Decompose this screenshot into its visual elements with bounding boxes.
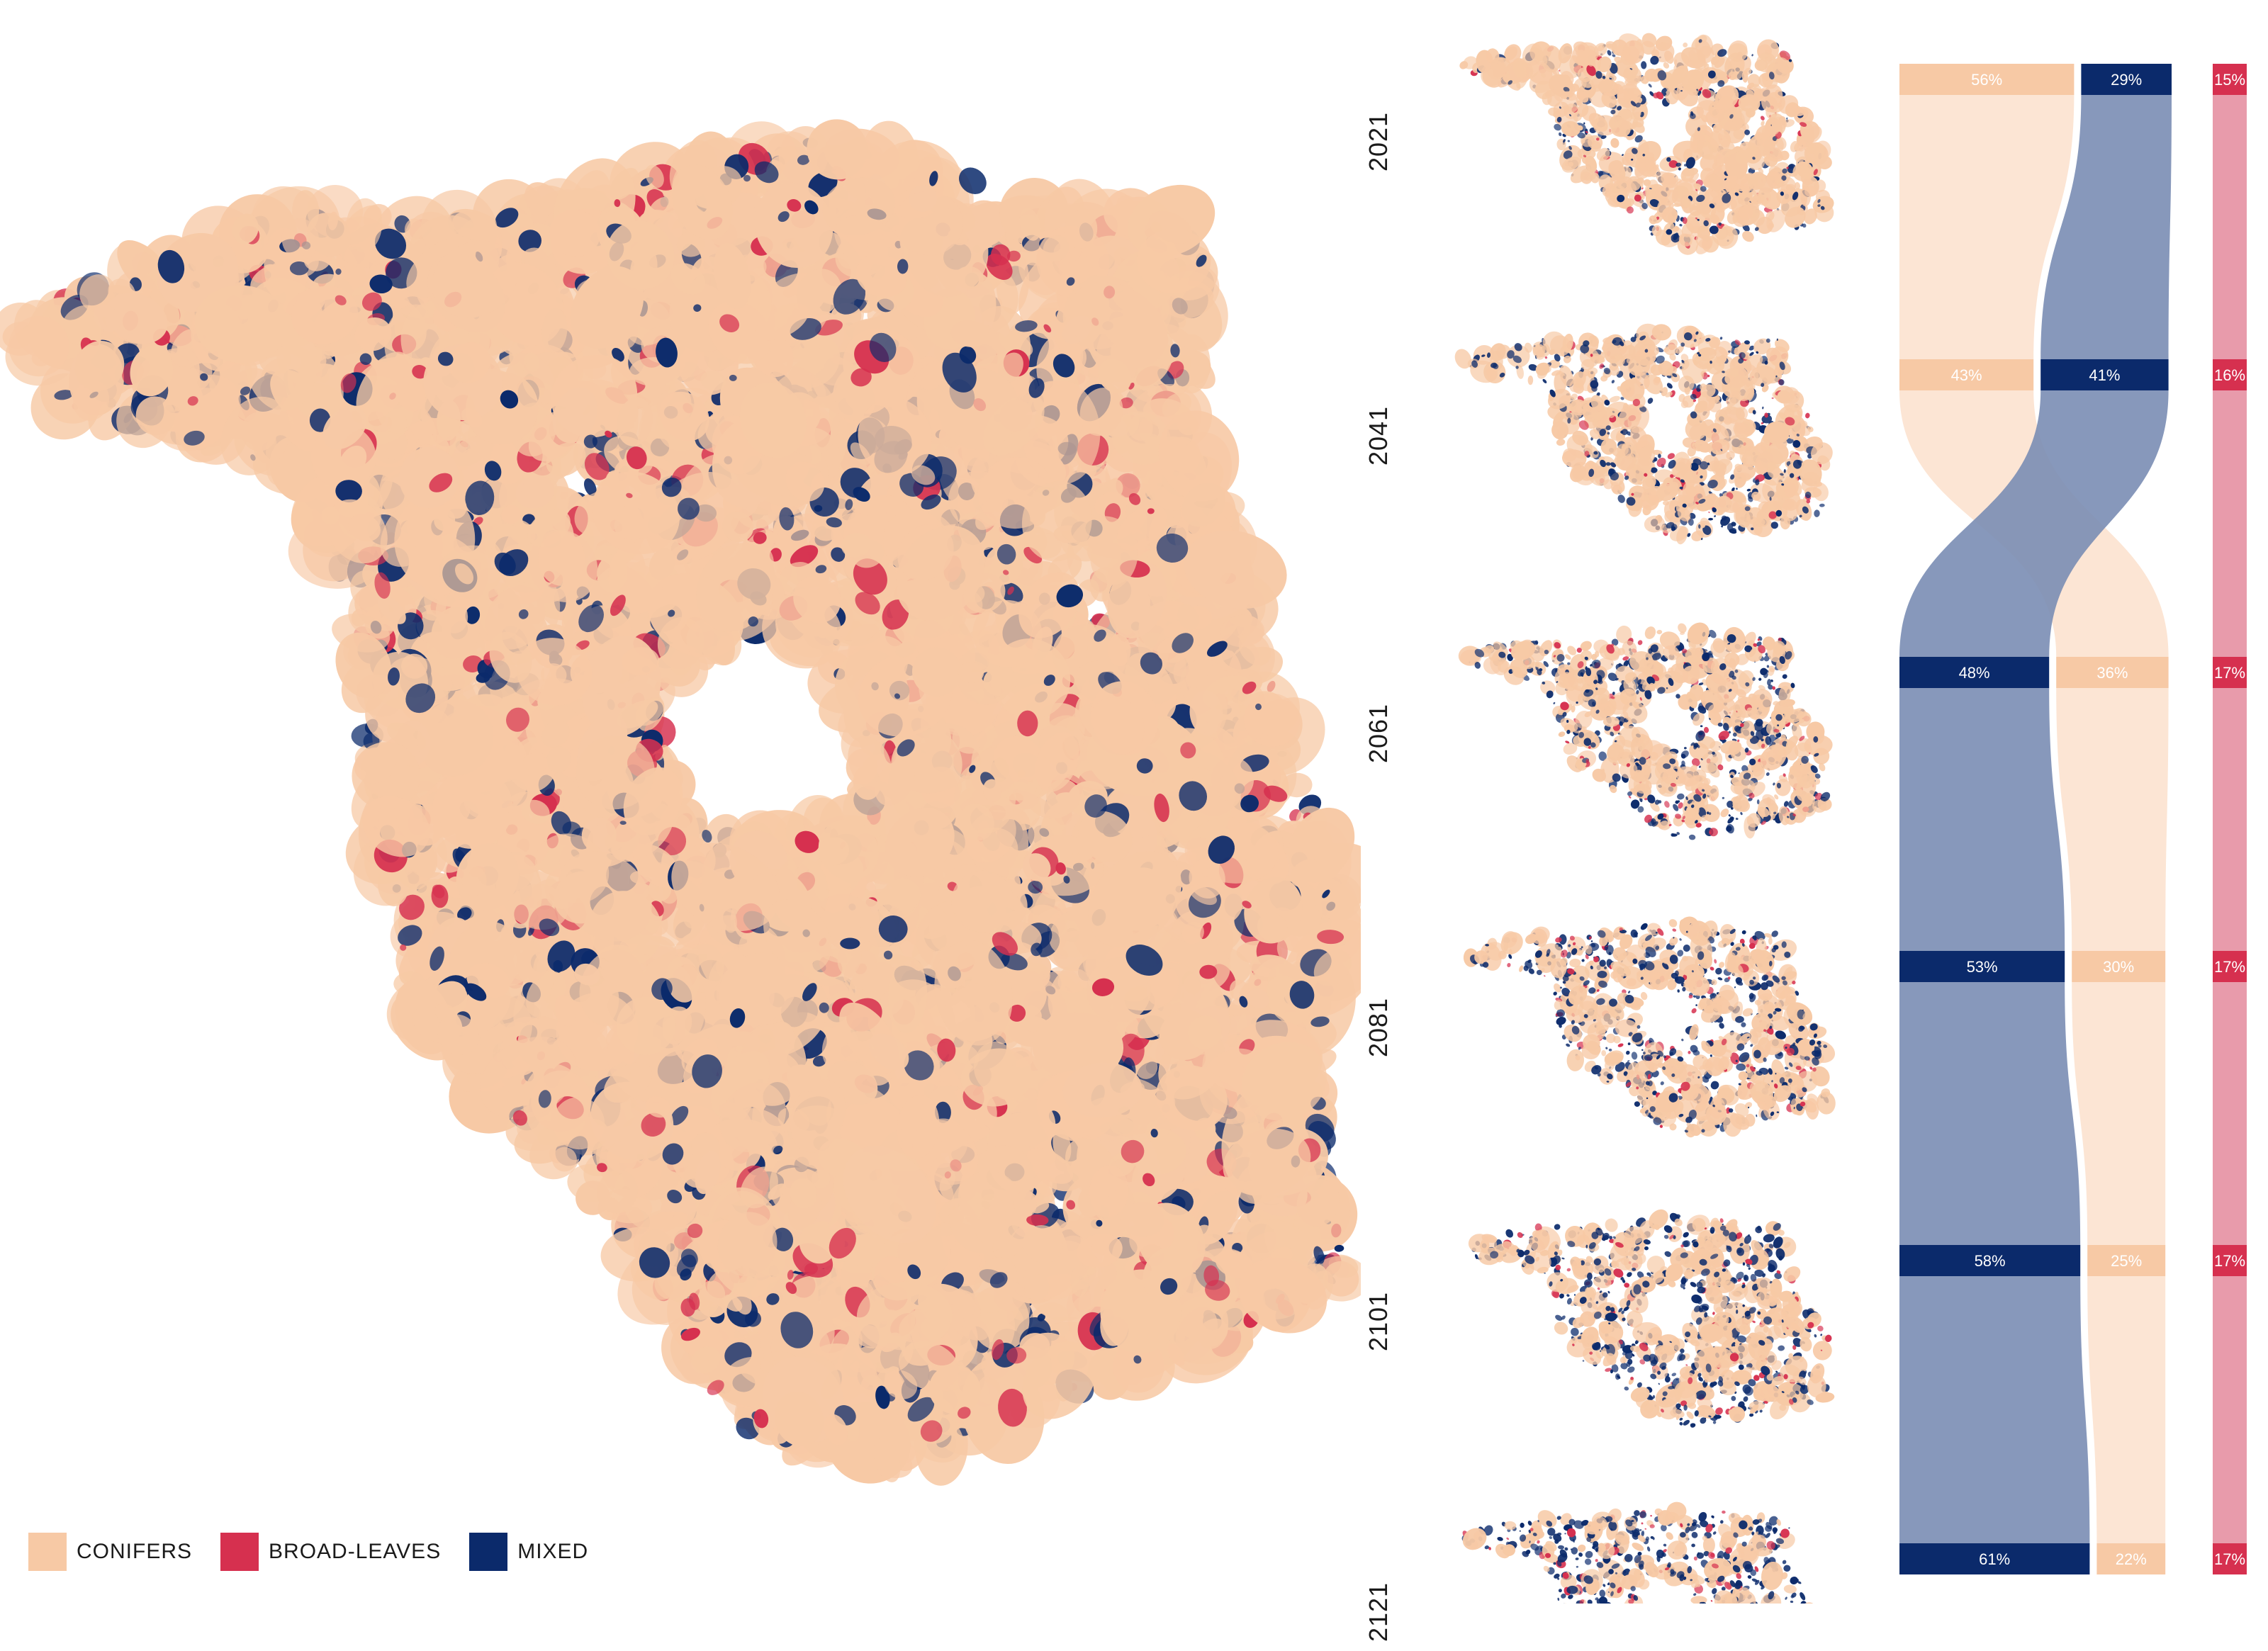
legend: CONIFERS BROAD-LEAVES MIXED xyxy=(28,1531,617,1573)
year-labels: 2021 2041 2061 2081 2101 2121 xyxy=(1340,0,1418,1642)
legend-swatch-conifers xyxy=(28,1533,67,1571)
sankey-flows xyxy=(1899,95,2247,1543)
flow-broad-leaves-2081-2101 xyxy=(2213,982,2247,1245)
legend-label-conifers: CONIFERS xyxy=(77,1540,193,1563)
mini-map-2041 xyxy=(1454,323,1833,545)
legend-item-broadleaves: BROAD-LEAVES xyxy=(220,1533,441,1571)
legend-swatch-broadleaves xyxy=(220,1533,259,1571)
node-label-mixed-2081: 53% xyxy=(1967,958,1998,976)
node-mixed-2121 xyxy=(1899,1543,2090,1574)
flow-broad-leaves-2041-2061 xyxy=(2213,390,2247,657)
legend-label-broadleaves: BROAD-LEAVES xyxy=(269,1540,442,1563)
node-label-broad-leaves-2041: 16% xyxy=(2214,366,2245,384)
mini-map-2101 xyxy=(1468,1209,1835,1428)
node-label-broad-leaves-2101: 17% xyxy=(2214,1252,2245,1270)
node-label-mixed-2101: 58% xyxy=(1975,1252,2006,1270)
forest-type-main-map xyxy=(0,119,1361,1486)
mini-map-2021 xyxy=(1459,33,1834,255)
year-label-2061: 2061 xyxy=(1364,703,1393,764)
mini-map-2081 xyxy=(1463,916,1836,1138)
node-label-conifers-2021: 56% xyxy=(1971,71,2002,89)
node-label-conifers-2121: 22% xyxy=(2116,1550,2147,1568)
flow-conifers-2021-2041 xyxy=(1899,95,2075,359)
node-label-mixed-2021: 29% xyxy=(2111,71,2142,89)
node-conifers-2081 xyxy=(2072,951,2166,982)
sankey-nodes: 56% 29% 15% 43% 41% 16% 36% 48% 17% 30% 53% 17% 25% 5… xyxy=(1899,64,2247,1574)
flow-mixed-2041-2061 xyxy=(1899,390,2169,657)
node-conifers-2121 xyxy=(2096,1543,2166,1574)
node-conifers-2021 xyxy=(1899,64,2075,95)
legend-item-conifers: CONIFERS xyxy=(28,1533,192,1571)
flow-mixed-2101-2121 xyxy=(1899,1276,2090,1543)
node-label-conifers-2041: 43% xyxy=(1951,366,1982,384)
mini-map-2061 xyxy=(1458,622,1833,840)
node-conifers-2061 xyxy=(2056,657,2169,688)
node-label-conifers-2081: 30% xyxy=(2103,958,2134,976)
node-label-conifers-2101: 25% xyxy=(2111,1252,2142,1270)
node-broad-leaves-2021 xyxy=(2213,64,2247,95)
flow-broad-leaves-2021-2041 xyxy=(2213,95,2247,359)
node-mixed-2101 xyxy=(1899,1245,2081,1276)
flow-broad-leaves-2101-2121 xyxy=(2213,1276,2247,1543)
node-label-mixed-2041: 41% xyxy=(2089,366,2120,384)
legend-item-mixed: MIXED xyxy=(469,1533,588,1571)
year-label-2121: 2121 xyxy=(1364,1582,1393,1642)
node-broad-leaves-2041 xyxy=(2213,359,2247,390)
flow-conifers-2061-2081 xyxy=(2056,688,2169,951)
flow-conifers-2081-2101 xyxy=(2072,982,2166,1245)
flow-mixed-2061-2081 xyxy=(1899,688,2065,951)
year-label-2101: 2101 xyxy=(1364,1291,1393,1352)
flow-mixed-2081-2101 xyxy=(1899,982,2081,1245)
node-mixed-2061 xyxy=(1899,657,2050,688)
year-label-2021: 2021 xyxy=(1364,111,1393,172)
mini-map-2121 xyxy=(1461,1501,1817,1604)
node-broad-leaves-2101 xyxy=(2213,1245,2247,1276)
node-broad-leaves-2081 xyxy=(2213,951,2247,982)
node-label-broad-leaves-2121: 17% xyxy=(2214,1550,2245,1568)
year-label-2041: 2041 xyxy=(1364,405,1393,466)
flow-mixed-2021-2041 xyxy=(2040,95,2172,359)
main-map-patches xyxy=(0,119,1361,1486)
legend-label-mixed: MIXED xyxy=(517,1540,589,1563)
node-conifers-2041 xyxy=(1899,359,2034,390)
forest-share-sankey-chart: 56% 29% 15% 43% 41% 16% 36% 48% 17% 30% 53% 17% 25% 5… xyxy=(1899,64,2247,1574)
node-mixed-2021 xyxy=(2081,64,2172,95)
node-label-broad-leaves-2061: 17% xyxy=(2214,664,2245,682)
node-label-conifers-2061: 36% xyxy=(2096,664,2128,682)
legend-swatch-mixed xyxy=(469,1533,508,1571)
node-label-mixed-2121: 61% xyxy=(1979,1550,2010,1568)
node-conifers-2101 xyxy=(2087,1245,2166,1276)
node-label-mixed-2061: 48% xyxy=(1959,664,1990,682)
node-mixed-2081 xyxy=(1899,951,2065,982)
flow-conifers-2101-2121 xyxy=(2087,1276,2166,1543)
node-broad-leaves-2121 xyxy=(2213,1543,2247,1574)
node-mixed-2041 xyxy=(2040,359,2169,390)
node-label-broad-leaves-2081: 17% xyxy=(2214,958,2245,976)
year-label-2081: 2081 xyxy=(1364,997,1393,1058)
flow-broad-leaves-2061-2081 xyxy=(2213,688,2247,951)
node-label-broad-leaves-2021: 15% xyxy=(2214,71,2245,89)
node-broad-leaves-2061 xyxy=(2213,657,2247,688)
